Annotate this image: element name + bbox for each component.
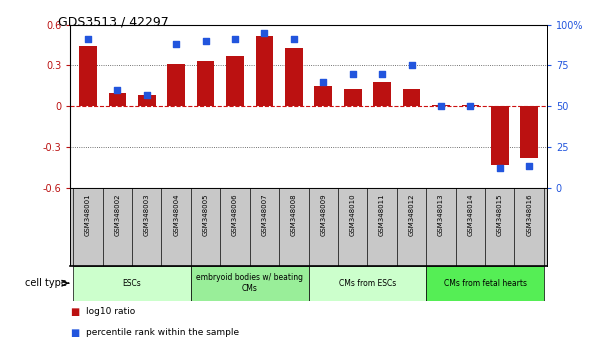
Bar bbox=[167, 64, 185, 106]
Text: embryoid bodies w/ beating
CMs: embryoid bodies w/ beating CMs bbox=[196, 274, 303, 293]
Bar bbox=[73, 266, 191, 301]
Text: CMs from fetal hearts: CMs from fetal hearts bbox=[444, 279, 527, 288]
Bar bbox=[226, 56, 244, 106]
Text: GSM348005: GSM348005 bbox=[203, 194, 208, 236]
Text: GSM348015: GSM348015 bbox=[497, 194, 503, 236]
Bar bbox=[285, 48, 302, 106]
Point bbox=[318, 79, 328, 85]
Bar bbox=[403, 88, 420, 106]
Text: GSM348016: GSM348016 bbox=[526, 194, 532, 236]
Bar bbox=[197, 62, 214, 106]
Bar bbox=[426, 266, 544, 301]
Bar bbox=[373, 82, 391, 106]
Point bbox=[377, 71, 387, 76]
Text: GSM348009: GSM348009 bbox=[320, 194, 326, 236]
Bar bbox=[109, 93, 126, 106]
Bar bbox=[138, 95, 156, 106]
Point bbox=[289, 36, 299, 42]
Bar bbox=[255, 36, 273, 106]
Text: GSM348008: GSM348008 bbox=[291, 194, 297, 236]
Text: cell type: cell type bbox=[25, 278, 67, 288]
Text: GSM348007: GSM348007 bbox=[262, 194, 268, 236]
Point bbox=[436, 103, 446, 109]
Text: CMs from ESCs: CMs from ESCs bbox=[338, 279, 396, 288]
Text: ESCs: ESCs bbox=[123, 279, 141, 288]
Point bbox=[407, 63, 417, 68]
Point bbox=[171, 41, 181, 47]
Bar bbox=[315, 86, 332, 106]
Text: ■: ■ bbox=[70, 328, 79, 338]
Text: GSM348006: GSM348006 bbox=[232, 194, 238, 236]
Text: GSM348001: GSM348001 bbox=[85, 194, 91, 236]
Bar bbox=[344, 88, 362, 106]
Text: ■: ■ bbox=[70, 307, 79, 316]
Text: GSM348003: GSM348003 bbox=[144, 194, 150, 236]
Text: GSM348011: GSM348011 bbox=[379, 194, 385, 236]
Bar bbox=[309, 266, 426, 301]
Bar bbox=[461, 105, 479, 106]
Point bbox=[466, 103, 475, 109]
Bar bbox=[79, 46, 97, 106]
Point bbox=[495, 165, 505, 171]
Point bbox=[200, 38, 210, 44]
Text: GSM348014: GSM348014 bbox=[467, 194, 474, 236]
Bar bbox=[191, 266, 309, 301]
Text: GSM348013: GSM348013 bbox=[438, 194, 444, 236]
Bar bbox=[432, 105, 450, 106]
Text: log10 ratio: log10 ratio bbox=[86, 307, 135, 316]
Point bbox=[230, 36, 240, 42]
Bar bbox=[491, 106, 508, 165]
Point bbox=[348, 71, 357, 76]
Point bbox=[524, 164, 534, 169]
Bar bbox=[521, 106, 538, 158]
Text: GSM348004: GSM348004 bbox=[173, 194, 179, 236]
Point bbox=[83, 36, 93, 42]
Text: GSM348012: GSM348012 bbox=[409, 194, 414, 236]
Point bbox=[142, 92, 152, 98]
Point bbox=[260, 30, 269, 36]
Text: percentile rank within the sample: percentile rank within the sample bbox=[86, 328, 239, 337]
Text: GSM348010: GSM348010 bbox=[349, 194, 356, 236]
Text: GSM348002: GSM348002 bbox=[114, 194, 120, 236]
Text: GDS3513 / 42297: GDS3513 / 42297 bbox=[58, 15, 169, 28]
Point bbox=[112, 87, 122, 93]
